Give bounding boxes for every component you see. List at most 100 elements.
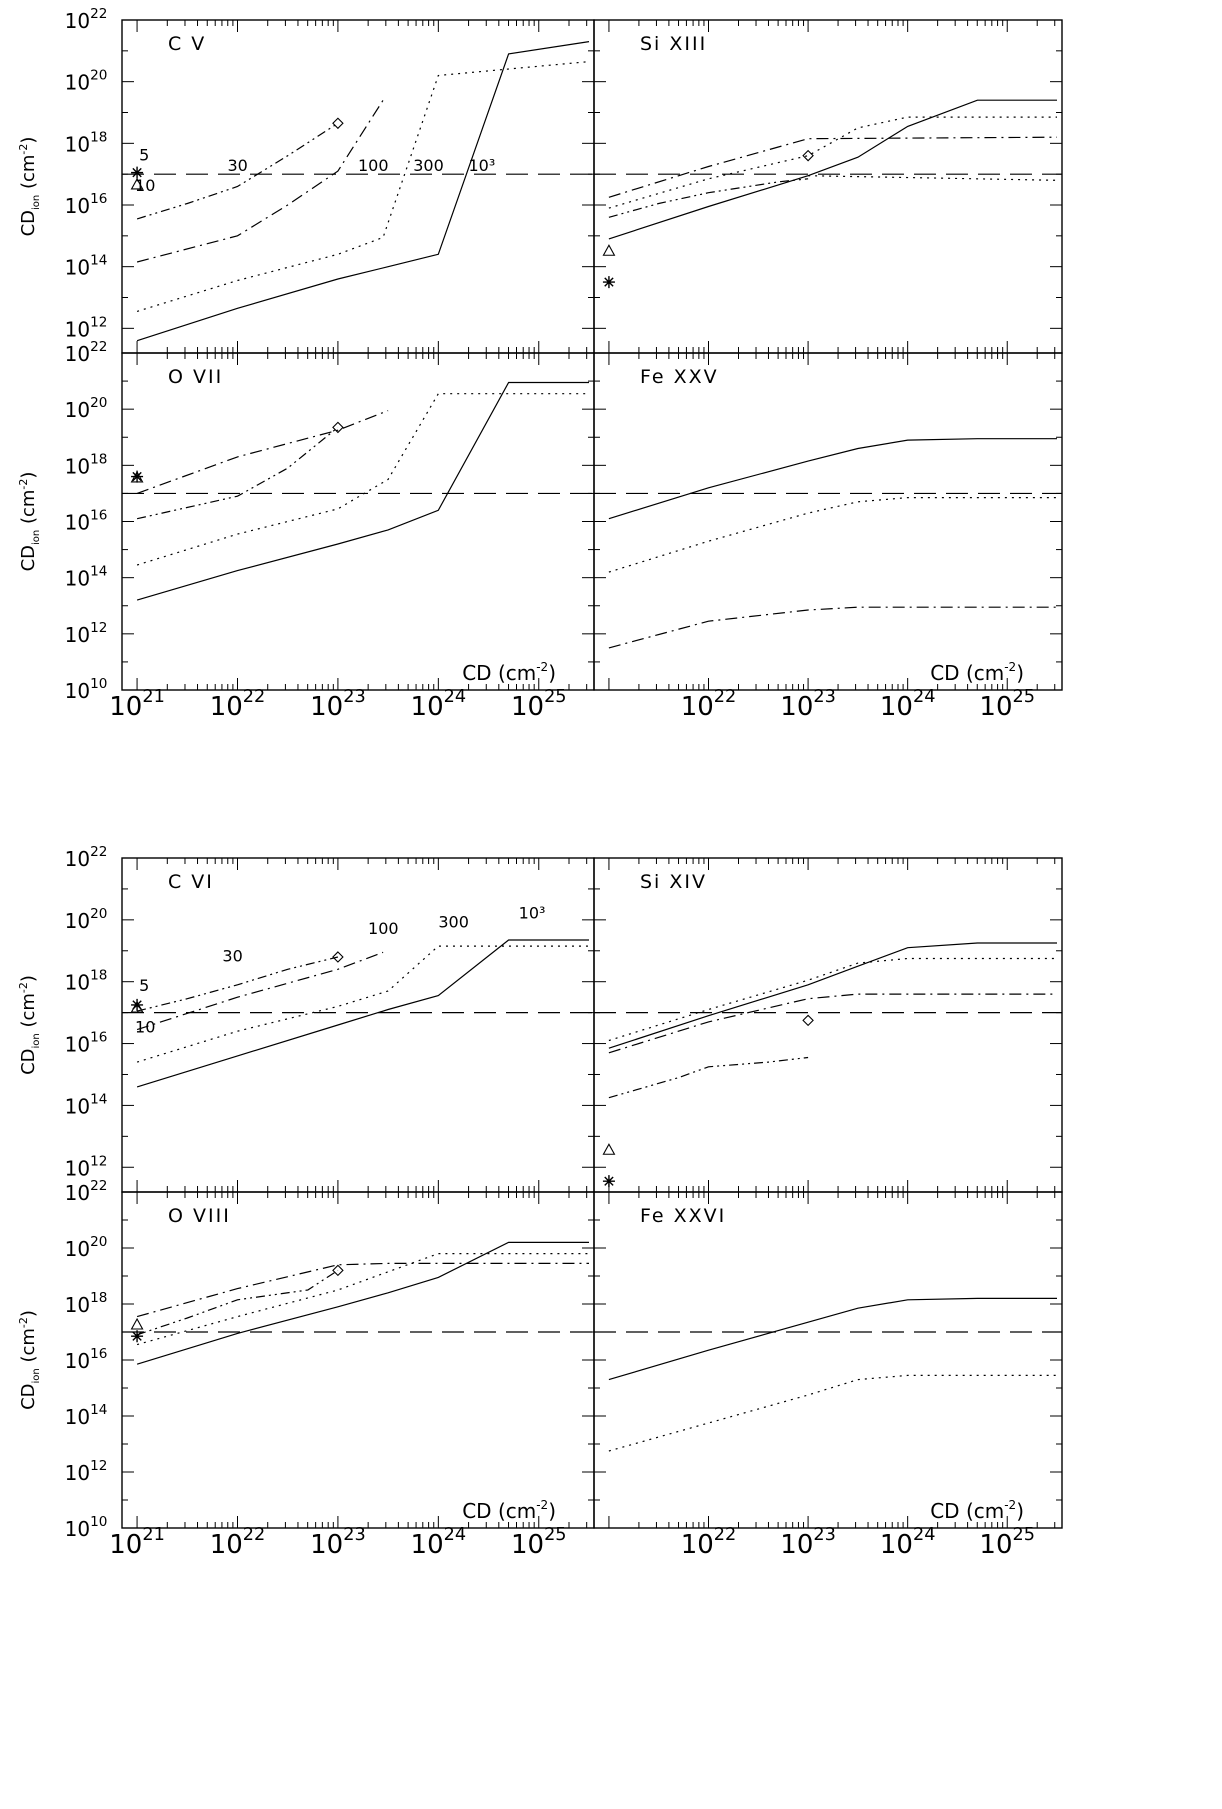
x-tick-label-base: 10 — [411, 1530, 444, 1560]
svg-text:1016: 1016 — [65, 508, 108, 535]
x-tick-label: 1022 — [681, 687, 737, 722]
marker-diamond — [332, 1264, 344, 1277]
y-tick-label-base: 10 — [65, 1094, 90, 1118]
series-line-0 — [608, 1297, 1057, 1381]
y-tick-label-base: 10 — [65, 847, 90, 871]
series-line-0 — [136, 1241, 589, 1365]
marker-star — [602, 1175, 615, 1188]
x-tick-label: 1024 — [880, 1525, 936, 1560]
x-tick-label-base: 10 — [511, 1530, 544, 1560]
x-tick-label-exp: 22 — [714, 687, 737, 707]
y-tick-label-exp: 16 — [90, 508, 107, 524]
curve-label: 10 — [135, 176, 155, 195]
x-axis-title-exp: -2 — [1004, 660, 1016, 674]
svg-text:1016: 1016 — [65, 1346, 108, 1373]
svg-text:1014: 1014 — [65, 1091, 108, 1118]
y-tick-label-base: 10 — [65, 567, 90, 591]
panel-frame — [593, 19, 1063, 354]
y-axis-title-part: ion — [31, 195, 42, 210]
y-tick-label-base: 10 — [65, 909, 90, 933]
svg-text:1018: 1018 — [65, 451, 108, 478]
series-line-2 — [136, 99, 384, 263]
svg-text:1020: 1020 — [65, 68, 108, 95]
y-axis-title-part: ion — [31, 1033, 42, 1048]
y-axis-title-part: ) — [18, 1310, 39, 1317]
y-tick-label-exp: 18 — [90, 129, 107, 145]
x-axis-title: CD (cm-2) — [930, 1498, 1024, 1523]
panel-frame — [593, 857, 1063, 1193]
marker-triangle — [130, 177, 144, 190]
y-tick-label-base: 10 — [65, 1517, 90, 1541]
y-tick-label-base: 10 — [65, 1181, 90, 1205]
series-line-1 — [136, 945, 589, 1063]
series-line-3 — [136, 956, 339, 1012]
y-tick-label-base: 10 — [65, 454, 90, 478]
x-tick-label: 1023 — [780, 687, 836, 722]
y-tick-label-base: 10 — [65, 1349, 90, 1373]
x-tick-label-exp: 23 — [813, 687, 836, 707]
x-tick-label-exp: 24 — [444, 1525, 467, 1545]
svg-text:1018: 1018 — [65, 1290, 108, 1317]
y-axis-title: CDion (cm-2) — [17, 137, 42, 237]
series-line-0 — [608, 438, 1057, 520]
y-tick-label: 1016 — [65, 508, 108, 535]
y-tick-label-base: 10 — [65, 9, 90, 33]
y-tick-label-exp: 20 — [90, 395, 107, 411]
plot-area — [122, 381, 594, 601]
x-tick-label-exp: 21 — [142, 687, 165, 707]
marker-diamond — [332, 951, 344, 963]
series-line-4 — [608, 178, 809, 218]
x-axis-title-unit: (cm — [498, 1499, 536, 1523]
curve-label: 300 — [438, 913, 469, 932]
curve-label: 10³ — [468, 156, 495, 175]
y-tick-label-exp: 12 — [90, 1153, 107, 1169]
x-tick-label-exp: 22 — [714, 1525, 737, 1545]
svg-text:1014: 1014 — [65, 253, 108, 280]
x-axis-title: CD (cm-2) — [930, 660, 1024, 685]
svg-text:1023: 1023 — [310, 687, 366, 722]
y-tick-label-exp: 10 — [90, 1514, 107, 1530]
x-tick-label-base: 10 — [109, 1530, 142, 1560]
y-axis-title-part: CD — [18, 210, 39, 236]
svg-text:1012: 1012 — [65, 620, 108, 647]
x-tick-label: 1024 — [880, 687, 936, 722]
y-axis-title: CDion (cm-2) — [17, 975, 42, 1075]
marker-diamond — [332, 117, 344, 130]
series-line-1 — [608, 116, 1057, 209]
y-tick-label: 1022 — [65, 339, 108, 366]
y-tick-label: 1012 — [65, 1153, 108, 1180]
y-axis-title-part: (cm — [18, 490, 39, 530]
y-tick-label-exp: 22 — [90, 6, 107, 22]
y-tick-label-exp: 14 — [90, 1402, 107, 1418]
svg-text:1021: 1021 — [109, 687, 165, 722]
y-tick-label: 1020 — [65, 1234, 108, 1261]
y-tick-label: 1016 — [65, 191, 108, 218]
x-tick-label-exp: 24 — [913, 687, 936, 707]
y-axis-title: CDion (cm-2) — [17, 1310, 42, 1410]
y-tick-label-base: 10 — [65, 1237, 90, 1261]
svg-text:1014: 1014 — [65, 564, 108, 591]
y-tick-label: 1020 — [65, 906, 108, 933]
x-tick-label: 1023 — [310, 687, 366, 722]
series-line-1 — [608, 957, 1057, 1042]
y-tick-label-base: 10 — [65, 971, 90, 995]
series-line-0 — [136, 939, 589, 1088]
panel-si-xiv: Si XIV — [593, 857, 1063, 1193]
y-axis-title-part: ) — [18, 472, 39, 479]
series-line-3 — [608, 1056, 809, 1099]
svg-text:1024: 1024 — [880, 1525, 936, 1560]
curve-label: 30 — [227, 156, 247, 175]
x-tick-label-base: 10 — [681, 692, 714, 722]
svg-text:1024: 1024 — [411, 687, 467, 722]
svg-text:1023: 1023 — [780, 687, 836, 722]
curve-label: 30 — [222, 947, 242, 966]
y-tick-label: 1018 — [65, 451, 108, 478]
y-tick-label-exp: 20 — [90, 1234, 107, 1250]
panel-o-viii: O VIII1022102010181016101410121010CDion … — [17, 1178, 595, 1560]
svg-text:1016: 1016 — [65, 191, 108, 218]
y-tick-label: 1018 — [65, 1290, 108, 1317]
svg-text:CDion (cm-2): CDion (cm-2) — [17, 137, 42, 237]
svg-text:1022: 1022 — [65, 339, 108, 366]
